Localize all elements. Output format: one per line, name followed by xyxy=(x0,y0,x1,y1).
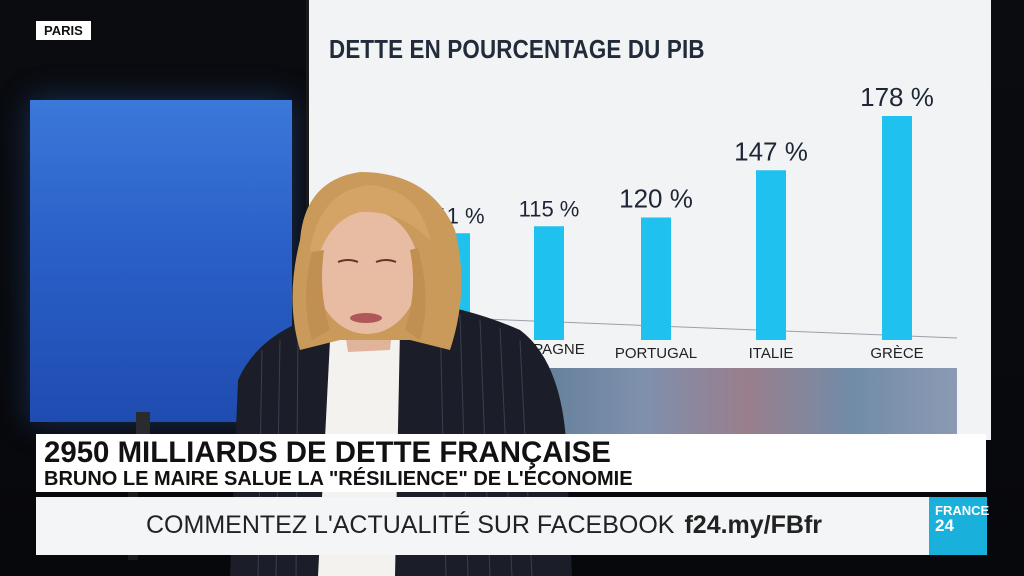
bar-value-label-1: 115 % xyxy=(519,196,580,221)
headline: 2950 MILLIARDS DE DETTE FRANÇAISE xyxy=(44,436,611,469)
ticker-text: COMMENTEZ L'ACTUALITÉ SUR FACEBOOK xyxy=(146,511,675,539)
chart-title: DETTE EN POURCENTAGE DU PIB xyxy=(329,34,705,64)
bar-value-label-4: 178 % xyxy=(860,82,934,112)
bar-2 xyxy=(641,217,671,340)
bar-3 xyxy=(756,170,786,340)
screen-photo-strip xyxy=(537,368,957,440)
category-label-3: ITALIE xyxy=(749,345,794,362)
logo-line2: 24 xyxy=(935,516,954,535)
ticker: COMMENTEZ L'ACTUALITÉ SUR FACEBOOK f24.my… xyxy=(146,511,822,540)
headline-box: 2950 MILLIARDS DE DETTE FRANÇAISE BRUNO … xyxy=(36,434,986,492)
bar-value-label-3: 147 % xyxy=(734,136,808,166)
category-label-4: GRÈCE xyxy=(870,345,923,362)
france24-logo: FRANCE 24 xyxy=(929,497,990,555)
category-label-2: PORTUGAL xyxy=(615,345,697,362)
bar-4 xyxy=(882,116,912,340)
bar-1 xyxy=(534,226,564,340)
subheadline: BRUNO LE MAIRE SALUE LA "RÉSILIENCE" DE … xyxy=(44,468,633,490)
ticker-link[interactable]: f24.my/FBfr xyxy=(684,511,823,539)
location-tag: PARIS xyxy=(36,21,91,40)
ticker-box: COMMENTEZ L'ACTUALITÉ SUR FACEBOOK f24.my… xyxy=(36,497,986,555)
bar-value-label-2: 120 % xyxy=(619,184,693,214)
logo-line1: FRANCE xyxy=(935,503,990,518)
